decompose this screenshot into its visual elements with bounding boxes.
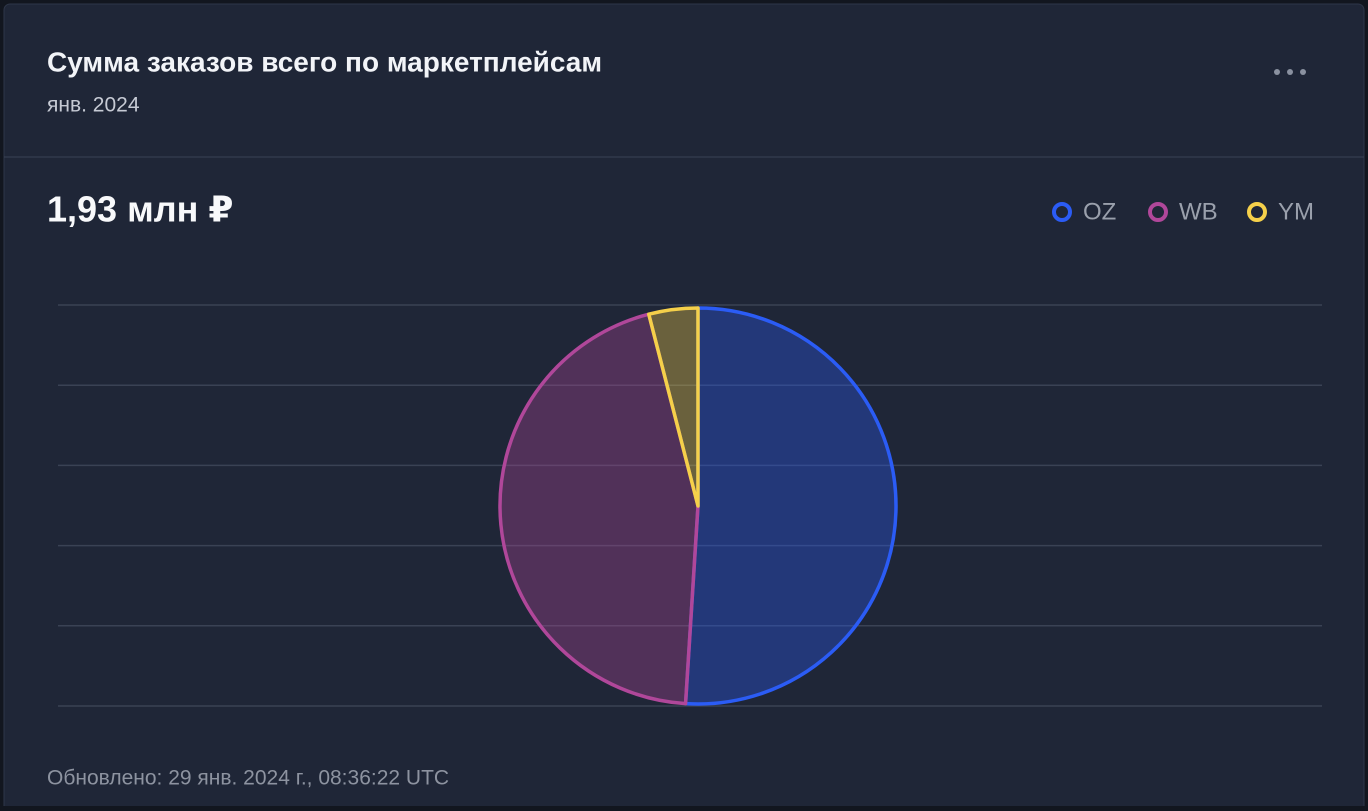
total-value: 1,93 млн ₽ bbox=[47, 189, 233, 230]
pie-slice bbox=[498, 312, 700, 706]
legend-label: YM bbox=[1278, 198, 1314, 225]
legend-marker bbox=[1247, 202, 1267, 222]
pie-slice bbox=[647, 306, 700, 508]
legend-label: OZ bbox=[1083, 198, 1116, 225]
menu-button[interactable] bbox=[1274, 69, 1306, 75]
card-title: Сумма заказов всего по маркетплейсам bbox=[47, 46, 602, 77]
legend-marker bbox=[1148, 202, 1168, 222]
card-subtitle: янв. 2024 bbox=[47, 94, 140, 117]
legend-marker bbox=[1052, 202, 1072, 222]
legend-label: WB bbox=[1179, 198, 1218, 225]
card-bg bbox=[3, 3, 1365, 811]
pie-slice bbox=[683, 306, 898, 706]
updated-note: Обновлено: 29 янв. 2024 г., 08:36:22 UTC bbox=[47, 767, 449, 790]
